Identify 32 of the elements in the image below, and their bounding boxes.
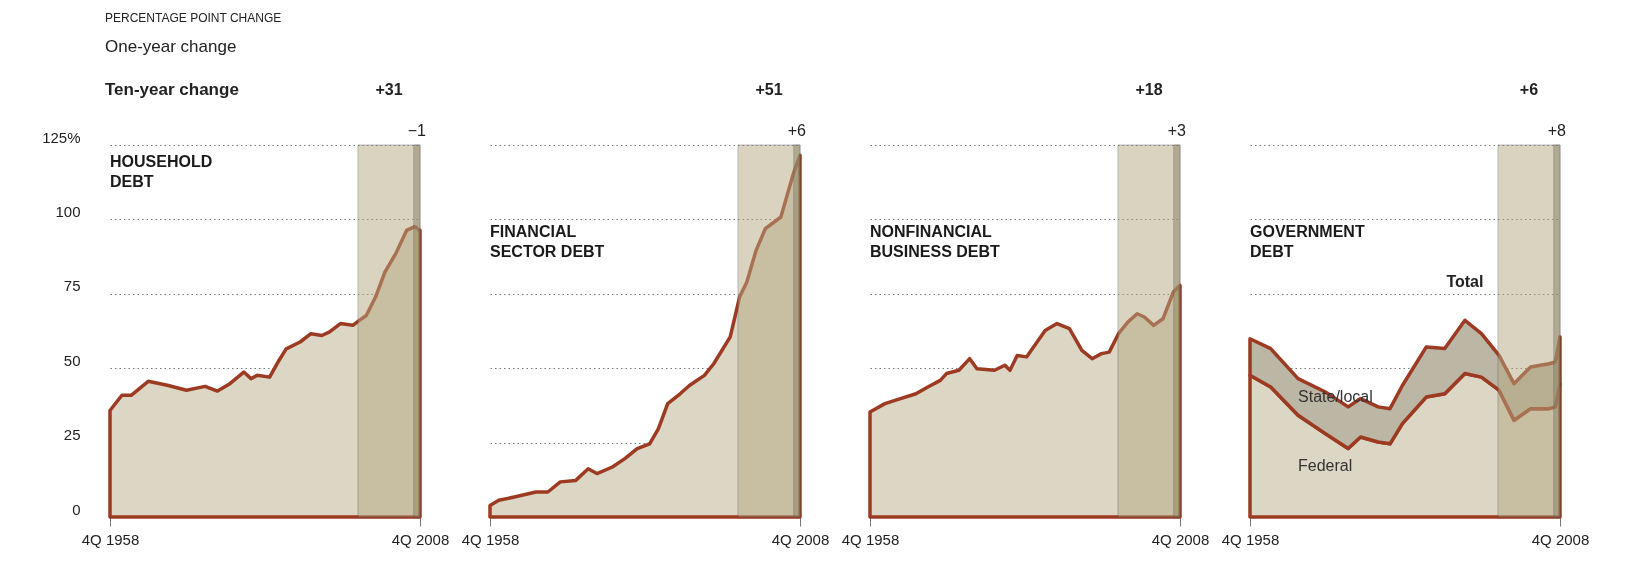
band-label: +6 <box>1519 81 1539 98</box>
text: One-year change <box>105 37 237 56</box>
band-label: +51 <box>755 81 783 98</box>
band-label: +8 <box>1547 122 1567 139</box>
text: GOVERNMENT DEBT <box>1250 223 1365 260</box>
annotation: Total <box>1446 273 1484 291</box>
y-tick-label: 100 <box>55 202 81 220</box>
y-tick-label: 0 <box>72 500 81 518</box>
band-label: −1 <box>407 122 427 139</box>
y-tick-label: 50 <box>63 351 81 369</box>
x-tick-label: 4Q 1958 <box>81 530 140 548</box>
text: FINANCIAL SECTOR DEBT <box>490 223 605 260</box>
x-tick-label: 4Q 1958 <box>1221 530 1280 548</box>
y-tick-label: 125% <box>42 128 81 146</box>
text: PERCENTAGE POINT CHANGE <box>105 11 282 25</box>
series-label: State/local <box>1298 387 1373 405</box>
text: NONFINANCIAL BUSINESS DEBT <box>870 223 1001 260</box>
x-tick-label: 4Q 1958 <box>461 530 520 548</box>
text: Ten-year change <box>105 80 239 99</box>
y-tick-label: 75 <box>63 277 81 295</box>
y-tick-label: 25 <box>63 426 81 444</box>
x-tick-label: 4Q 2008 <box>391 530 450 548</box>
text: HOUSEHOLD DEBT <box>110 153 213 190</box>
band-label: +3 <box>1167 122 1187 139</box>
x-tick-label: 4Q 2008 <box>1531 530 1590 548</box>
x-tick-label: 4Q 2008 <box>771 530 830 548</box>
band-label: +6 <box>787 122 807 139</box>
x-tick-label: 4Q 2008 <box>1151 530 1210 548</box>
series-label: Federal <box>1298 457 1353 475</box>
band-label: +18 <box>1135 81 1163 98</box>
x-tick-label: 4Q 1958 <box>841 530 900 548</box>
band-label: +31 <box>375 81 403 98</box>
